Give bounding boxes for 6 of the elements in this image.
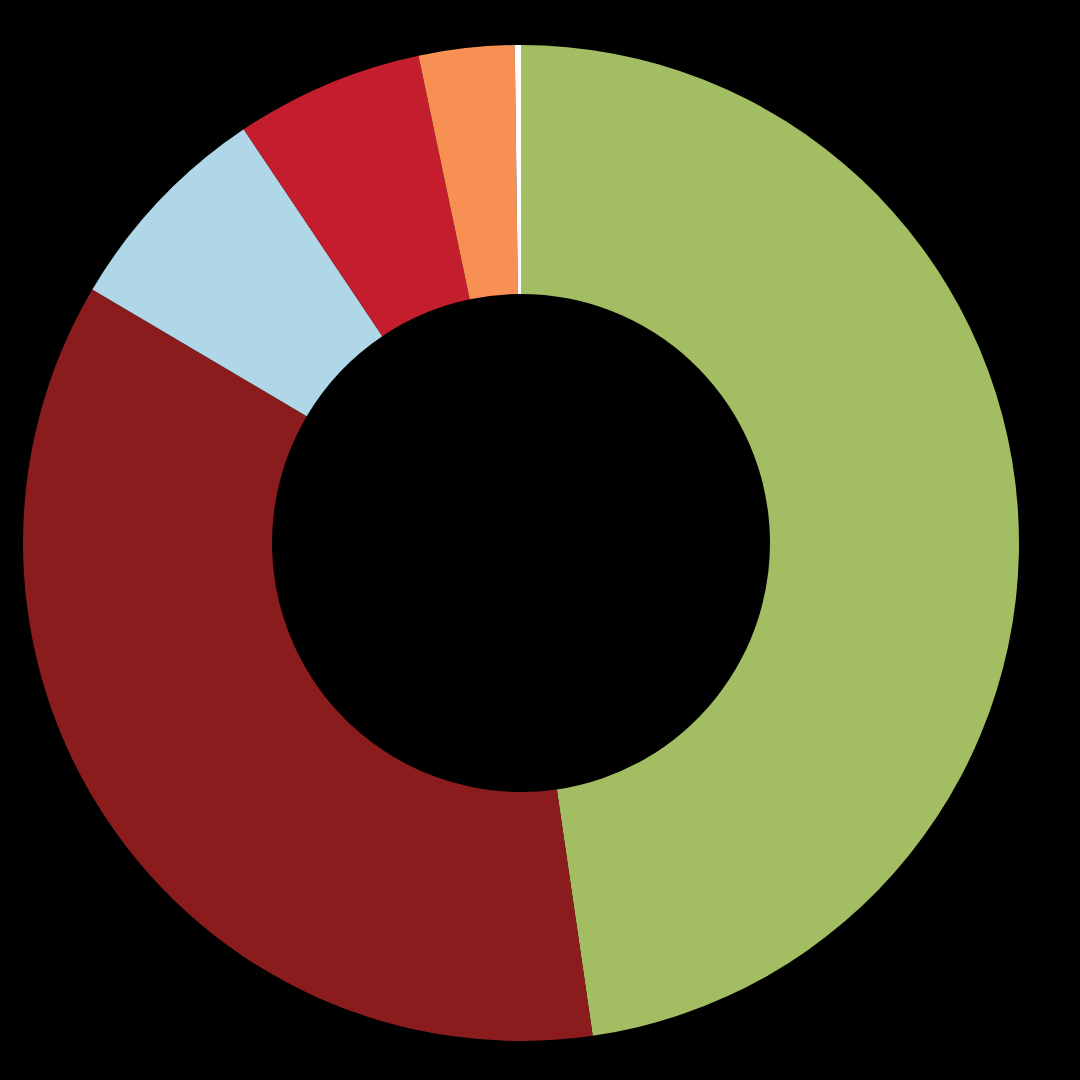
donut-slice (418, 45, 518, 300)
donut-slice (23, 289, 593, 1041)
donut-slice (92, 129, 383, 417)
donut-slice (243, 55, 470, 337)
donut-slice (514, 45, 521, 295)
donut-slice (521, 45, 1019, 1036)
